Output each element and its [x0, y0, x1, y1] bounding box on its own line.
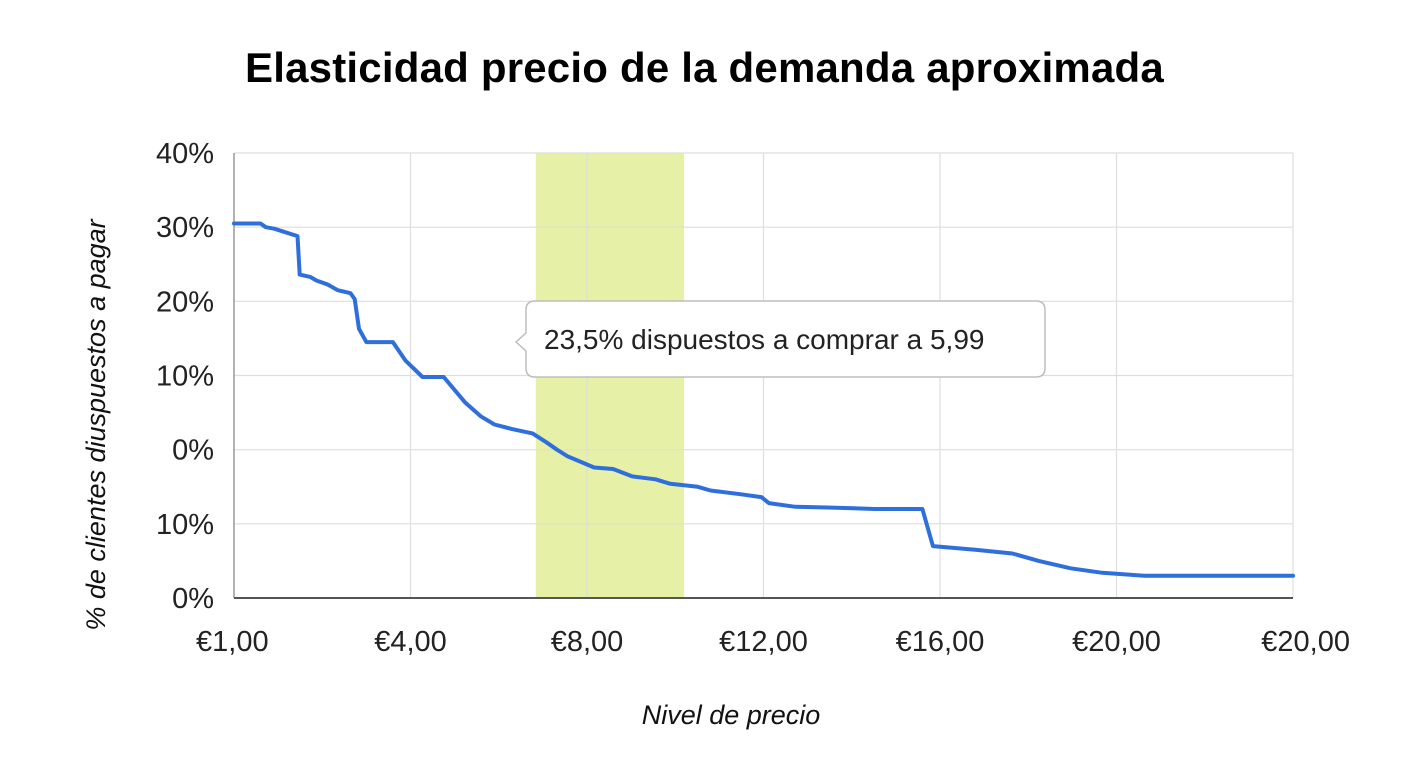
y-tick-labels: 0% 10% 0% 10% 20% 30% 40%	[156, 138, 214, 615]
x-tick-label: €20,00	[1072, 626, 1161, 658]
x-tick-label: €20,00	[1261, 626, 1350, 658]
y-tick-label: 0%	[172, 583, 214, 615]
y-tick-label: 20%	[156, 286, 214, 318]
x-tick-label: €1,00	[196, 626, 269, 658]
x-tick-labels: €1,00 €4,00 €8,00 €12,00 €16,00 €20,00 €20,00	[196, 626, 1350, 658]
demand-line	[232, 221, 1295, 578]
y-tick-label: 10%	[156, 509, 214, 541]
x-tick-label: €16,00	[896, 626, 985, 658]
y-tick-label: 40%	[156, 138, 214, 170]
x-tick-label: €4,00	[374, 626, 447, 658]
chart-title: Elasticidad precio de la demanda aproxim…	[245, 44, 1164, 91]
tooltip-box	[514, 300, 1046, 378]
y-tick-label: 0%	[172, 435, 214, 467]
axes	[233, 153, 1293, 599]
tooltip: 23,5% dispuestos a comprar a 5,99	[514, 300, 1046, 378]
tooltip-text: 23,5% dispuestos a comprar a 5,99	[544, 324, 984, 355]
y-axis-label: % de clientes diuspuestos a pagar	[81, 218, 111, 630]
y-tick-label: 10%	[156, 361, 214, 393]
y-tick-label: 30%	[156, 212, 214, 244]
x-tick-label: €12,00	[719, 626, 808, 658]
x-axis-label: Nivel de precio	[642, 700, 821, 730]
x-tick-label: €8,00	[551, 626, 624, 658]
